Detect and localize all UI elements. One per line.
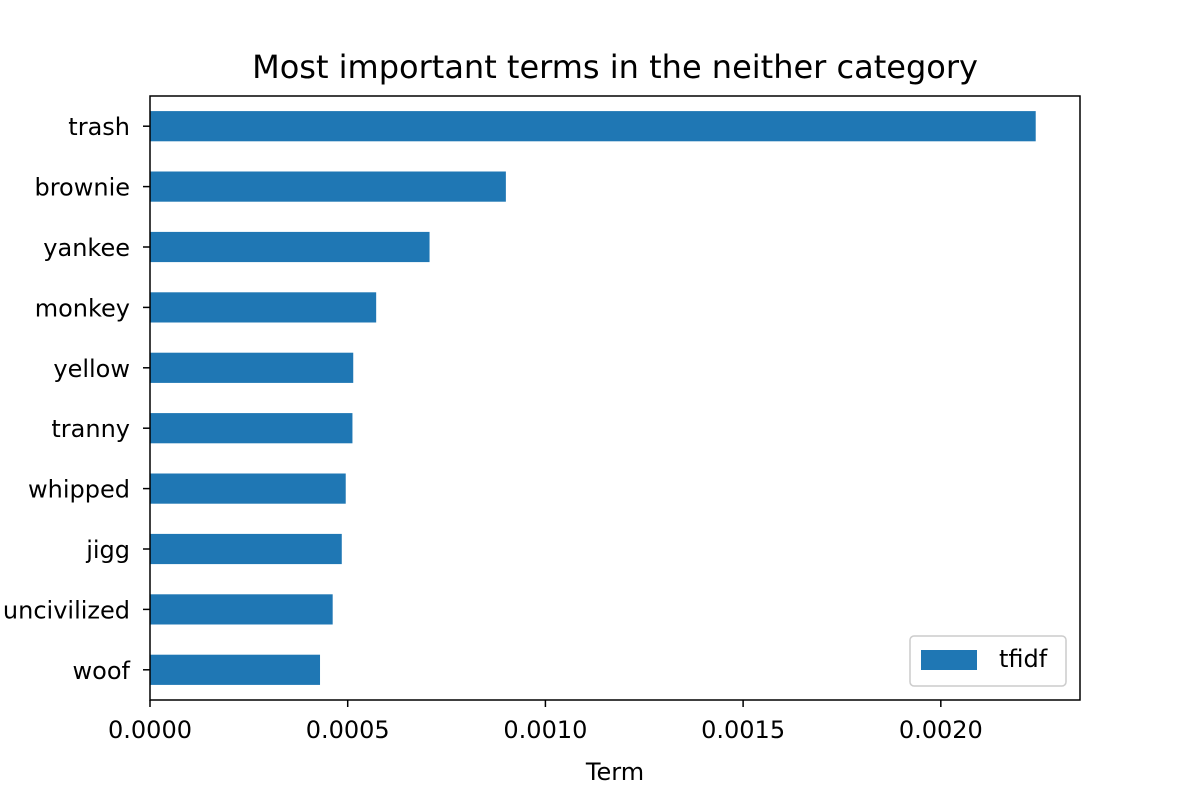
bar-trash xyxy=(150,111,1036,142)
legend: tfidf xyxy=(909,635,1067,687)
legend-label: tfidf xyxy=(999,645,1048,673)
y-tick-label: yankee xyxy=(43,234,130,262)
x-axis-label: Term xyxy=(585,758,644,786)
chart-title: Most important terms in the neither cate… xyxy=(252,48,978,86)
bar-tranny xyxy=(150,413,353,444)
y-tick-label: brownie xyxy=(34,174,130,202)
plot-area xyxy=(150,111,1036,685)
legend-box xyxy=(909,635,1067,687)
bar-brownie xyxy=(150,171,506,202)
y-tick-label: woof xyxy=(73,657,131,685)
x-tick-label: 0.0005 xyxy=(306,716,390,744)
bar-whipped xyxy=(150,473,346,504)
x-axis: 0.0000 0.0005 0.0010 0.0015 0.0020 xyxy=(108,700,983,744)
y-tick-label: monkey xyxy=(35,294,130,322)
legend-swatch xyxy=(921,650,977,670)
bar-yellow xyxy=(150,352,354,383)
x-tick-label: 0.0000 xyxy=(108,716,192,744)
y-tick-label: uncivilized xyxy=(3,596,130,624)
bar-jigg xyxy=(150,533,342,565)
bar-yankee xyxy=(150,231,430,263)
x-tick-label: 0.0015 xyxy=(701,716,785,744)
x-tick-label: 0.0010 xyxy=(503,716,587,744)
bar-woof xyxy=(150,654,321,685)
y-tick-label: whipped xyxy=(28,476,130,504)
bar-uncivilized xyxy=(150,594,333,625)
y-tick-label: jigg xyxy=(85,536,130,564)
plot-frame xyxy=(149,95,1081,701)
y-tick-label: yellow xyxy=(53,355,130,383)
y-tick-label: trash xyxy=(68,113,130,141)
bar-monkey xyxy=(150,292,377,323)
y-tick-label: tranny xyxy=(51,415,130,443)
x-tick-label: 0.0020 xyxy=(899,716,983,744)
y-axis: trash brownie yankee monkey yellow tranny whip… xyxy=(3,113,150,685)
